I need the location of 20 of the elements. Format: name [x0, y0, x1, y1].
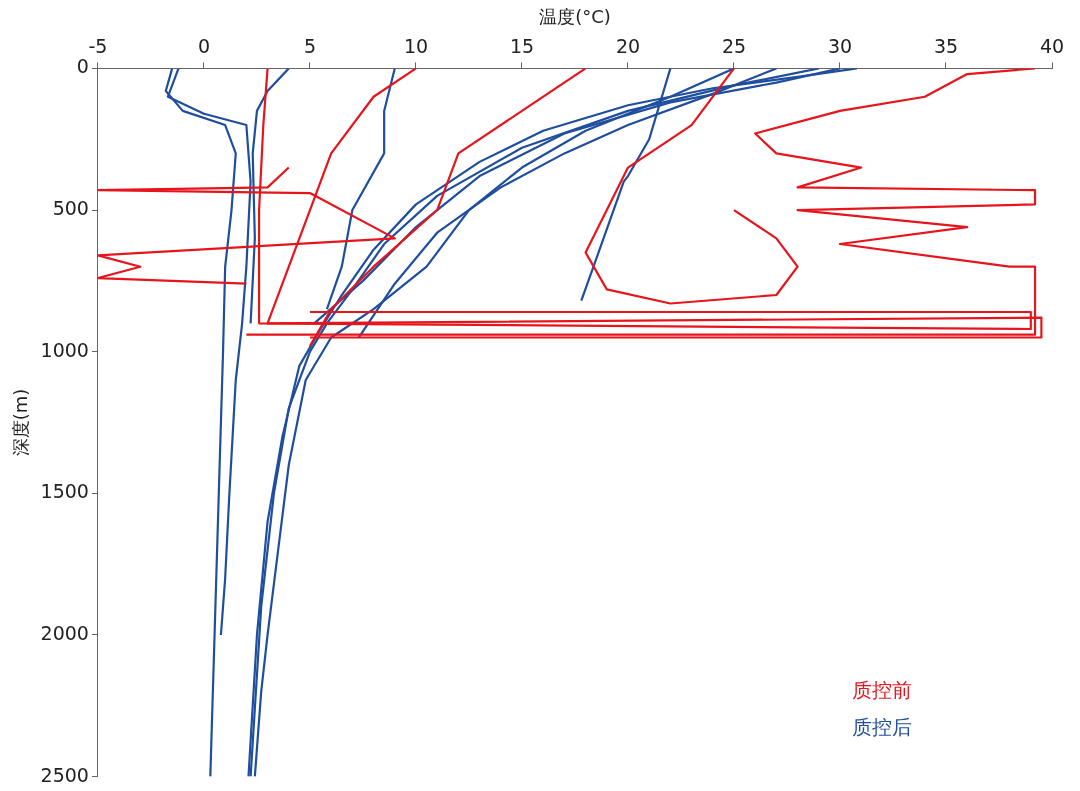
x-tick-label: 25	[721, 34, 747, 57]
y-tick-label: 1000	[40, 338, 89, 361]
y-tick-label: 500	[52, 196, 89, 219]
y-tick-label: 2500	[40, 763, 89, 786]
x-tick-label: 15	[509, 34, 535, 57]
x-axis-title: 温度(°C)	[539, 6, 611, 28]
x-tick-label: 40	[1039, 34, 1065, 57]
y-axis-title: 深度(m)	[10, 388, 32, 457]
x-tick-label: 20	[615, 34, 641, 57]
x-tick-label: -5	[88, 34, 108, 57]
text: 质控后	[852, 714, 912, 741]
y-tick-label: 0	[76, 55, 89, 78]
x-tick-label: 5	[303, 34, 317, 57]
x-tick-label: 30	[827, 34, 853, 57]
y-tick-label: 2000	[40, 621, 89, 644]
x-tick-label: 0	[197, 34, 211, 57]
text: 质控前	[852, 677, 912, 704]
x-tick-label: 10	[403, 34, 429, 57]
x-tick-label: 35	[933, 34, 959, 57]
y-tick-label: 1500	[40, 480, 89, 503]
